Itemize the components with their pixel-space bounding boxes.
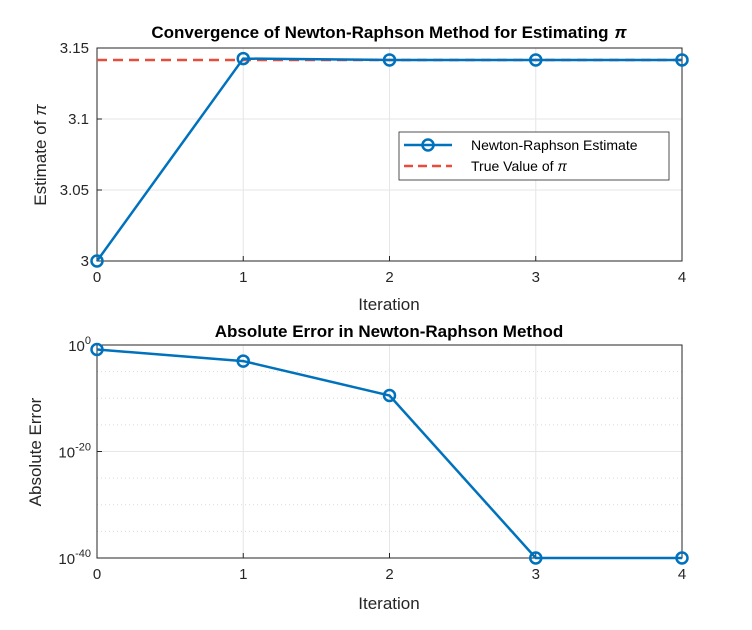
plot2-xtick-label: 4 — [678, 566, 686, 583]
plot1-xtick-label: 1 — [239, 269, 247, 286]
plot2-ytick-base: 10 — [68, 338, 85, 355]
error-point — [529, 551, 543, 565]
error-point — [382, 388, 397, 403]
plot2-ylabel: Absolute Error — [26, 397, 45, 506]
plot2-ytick-label: 10-40 — [58, 548, 91, 568]
plot1-xtick-label: 4 — [678, 269, 686, 286]
plot1-xtick-label: 3 — [532, 269, 540, 286]
plot1-ytick-label: 3.05 — [60, 182, 89, 199]
convergence-plot: Convergence of Newton-Raphson Method for… — [31, 23, 689, 314]
estimate-point — [529, 53, 543, 67]
plot1-series — [90, 51, 689, 268]
plot1-title: Convergence of Newton-Raphson Method for… — [151, 23, 627, 42]
legend-label-true-value-symbol: π — [558, 158, 568, 174]
plot2-ytick-label: 100 — [68, 335, 91, 355]
plot2-xtick-label: 1 — [239, 566, 247, 583]
plot2-ytick-exponent: -20 — [75, 442, 91, 454]
plot1-ytick-label: 3.1 — [68, 111, 89, 128]
estimate-point — [236, 51, 250, 66]
legend-box — [398, 131, 670, 181]
error-line — [96, 348, 682, 560]
plot2-series — [90, 342, 689, 565]
plot2-ytick-exponent: 0 — [85, 335, 91, 347]
plot2-xtick-label: 3 — [532, 566, 540, 583]
plot1-xtick-label: 0 — [93, 269, 101, 286]
plot2-ytick-exponent: -40 — [75, 548, 91, 560]
error-point — [236, 354, 250, 368]
plot2-ytick-label: 10-20 — [58, 442, 91, 462]
error-plot: Absolute Error in Newton-Raphson Method … — [26, 322, 689, 613]
plot1-ylabel-symbol: π — [31, 104, 50, 116]
plot2-xtick-label: 0 — [93, 566, 101, 583]
plot1-title-text: Convergence of Newton-Raphson Method for… — [151, 23, 608, 42]
error-point — [675, 551, 689, 565]
estimate-point — [90, 254, 104, 268]
plot1-xlabel: Iteration — [358, 295, 419, 314]
estimate-line — [95, 57, 682, 262]
error-point — [90, 342, 104, 357]
plot2-xtick-label: 2 — [385, 566, 393, 583]
legend-label-estimate: Newton-Raphson Estimate — [471, 137, 638, 153]
legend-label-true-value: True Value of π — [471, 158, 568, 174]
plot2-ytick-base: 10 — [58, 551, 75, 568]
plot1-title-symbol: π — [615, 23, 628, 42]
plot1-frame — [96, 47, 683, 262]
plot1-ylabel-text: Estimate of — [31, 120, 50, 205]
estimate-point — [675, 53, 689, 67]
plot1-legend: Newton-Raphson Estimate True Value of π — [398, 131, 670, 181]
plot2-ytick-base: 10 — [58, 445, 75, 462]
plot2-frame — [96, 344, 683, 559]
plot1-ytick-label: 3 — [81, 253, 89, 270]
plot1-ylabel: Estimate of π — [31, 104, 50, 206]
plot1-ytick-label: 3.15 — [60, 40, 89, 57]
legend-label-true-value-text: True Value of — [471, 158, 554, 174]
plot1-ticks: 0 1 2 3 4 3 3.05 3.1 3.15 — [60, 40, 686, 286]
legend-marker-estimate — [421, 138, 435, 152]
estimate-point — [382, 53, 397, 67]
plot1-xtick-label: 2 — [385, 269, 393, 286]
plot2-title: Absolute Error in Newton-Raphson Method — [215, 322, 564, 341]
plot2-xlabel: Iteration — [358, 594, 419, 613]
